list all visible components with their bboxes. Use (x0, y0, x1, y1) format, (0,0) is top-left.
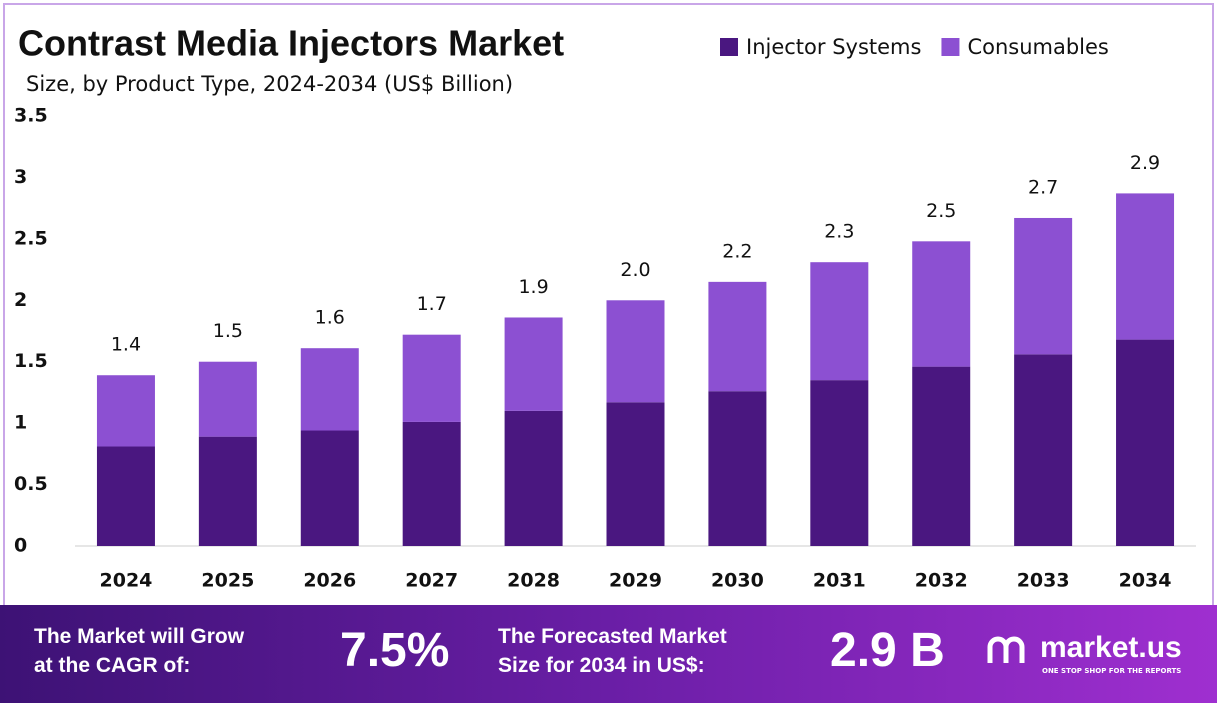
y-tick-label: 1 (14, 412, 27, 434)
x-tick-label: 2028 (507, 570, 560, 592)
total-label: 2.7 (1028, 176, 1058, 198)
total-label: 2.0 (620, 259, 650, 281)
x-tick-label: 2032 (915, 570, 968, 592)
total-label: 1.7 (417, 293, 447, 315)
bar-segment (912, 366, 971, 546)
bar-segment (912, 241, 971, 367)
y-tick-label: 3.5 (14, 105, 48, 127)
bar-segment (708, 281, 767, 392)
y-tick-label: 0 (14, 535, 27, 557)
y-tick-label: 1.5 (14, 350, 48, 372)
y-tick-label: 2 (14, 289, 27, 311)
bar-segment (96, 375, 155, 447)
bar-segment (708, 391, 767, 546)
y-tick-label: 2.5 (14, 227, 48, 249)
x-tick-label: 2026 (303, 570, 356, 592)
bar-segment (198, 361, 257, 437)
brand: market.us (1040, 631, 1182, 664)
x-tick-label: 2034 (1119, 570, 1172, 592)
chart: Contrast Media Injectors Market Size, by… (3, 3, 1214, 605)
text-line: Size for 2034 in US$: (498, 654, 705, 677)
total-label: 1.4 (111, 334, 141, 356)
bar-segment (402, 421, 461, 546)
y-tick-label: 3 (14, 166, 27, 188)
bar-segment (810, 262, 869, 381)
bar-segment (606, 300, 665, 403)
cagr-text: The Market will Grow at the CAGR of: (34, 622, 244, 680)
legend-label: Injector Systems (746, 35, 921, 59)
brand-icon (987, 636, 1025, 663)
bar-segment (300, 430, 359, 546)
forecast-text: The Forecasted Market Size for 2034 in US… (498, 622, 727, 680)
footer-banner: The Market will Grow at the CAGR of: 7.5%… (0, 605, 1217, 703)
bar-segment (1014, 354, 1073, 546)
x-tick-label: 2030 (711, 570, 764, 592)
text-line: The Forecasted Market (498, 625, 727, 648)
bar-segment (1116, 193, 1175, 340)
text-line: The Market will Grow (34, 625, 245, 648)
total-label: 2.2 (722, 240, 752, 262)
x-tick-label: 2033 (1017, 570, 1070, 592)
legend-swatch (941, 38, 960, 56)
bar-segment (1014, 217, 1073, 355)
bar-segment (810, 380, 869, 546)
total-label: 1.9 (518, 276, 548, 298)
x-tick-label: 2027 (405, 570, 458, 592)
bar-segment (300, 348, 359, 431)
cagr-value: 7.5% (340, 624, 450, 677)
total-label: 2.9 (1130, 152, 1160, 174)
frame (3, 3, 1214, 605)
tagline: ONE STOP SHOP FOR THE REPORTS (1042, 667, 1182, 675)
forecast-value: 2.9 B (830, 624, 945, 677)
x-tick-label: 2031 (813, 570, 866, 592)
x-tick-label: 2029 (609, 570, 662, 592)
bar-segment (198, 436, 257, 546)
bar-segment (504, 317, 563, 411)
legend-swatch (720, 38, 738, 56)
text-line: at the CAGR of: (34, 654, 191, 677)
legend-label: Consumables (967, 35, 1108, 59)
x-tick-label: 2024 (100, 570, 153, 592)
bar-segment (96, 446, 155, 546)
x-tick-label: 2025 (201, 570, 254, 592)
chart-title: Contrast Media Injectors Market (18, 23, 564, 64)
bar-segment (606, 402, 665, 546)
chart-subtitle: Size, by Product Type, 2024-2034 (US$ Bi… (26, 72, 513, 96)
total-label: 2.5 (926, 200, 956, 222)
y-tick-label: 0.5 (14, 473, 48, 495)
total-label: 2.3 (824, 221, 854, 243)
total-label: 1.6 (315, 307, 345, 329)
bar-segment (1116, 339, 1175, 546)
total-label: 1.5 (213, 320, 243, 342)
bar-segment (504, 410, 563, 546)
bar-segment (402, 334, 461, 422)
